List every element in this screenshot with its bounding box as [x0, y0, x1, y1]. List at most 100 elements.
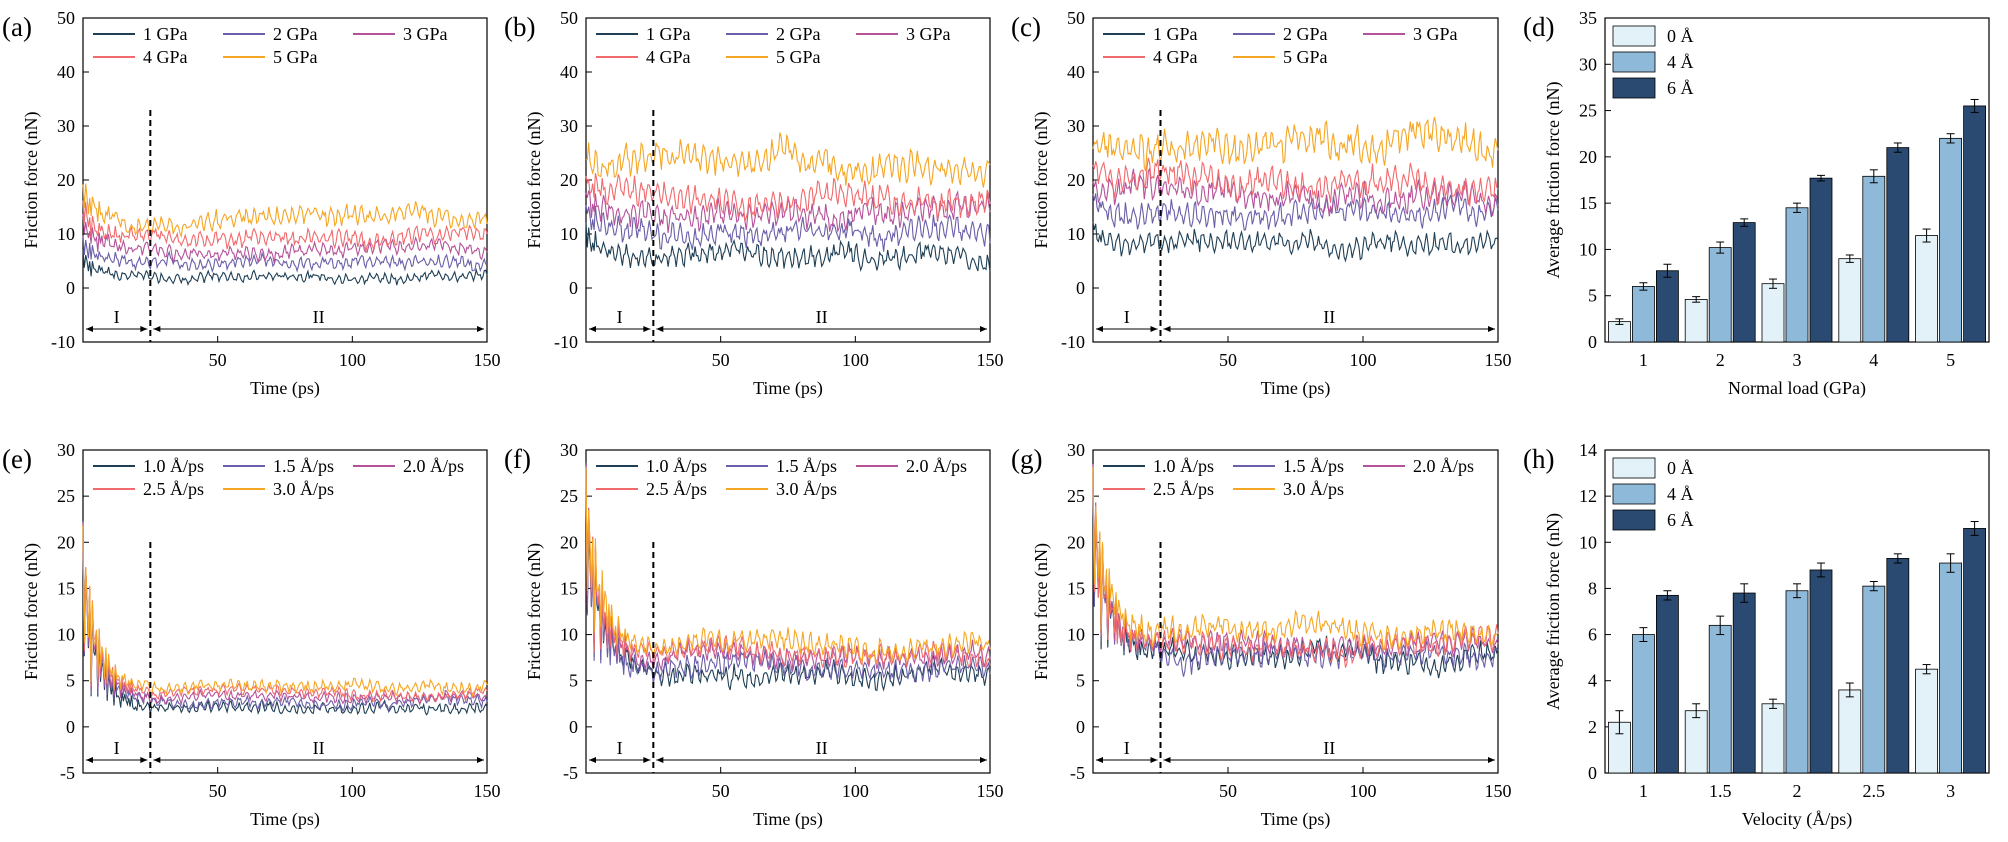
series-line — [82, 183, 488, 239]
panel-c: (c) -10 0 10 20 30 40 50 Friction force (nN) Time… — [1011, 8, 1512, 399]
y-tick-label: 0 — [1588, 763, 1597, 783]
bar — [1862, 585, 1886, 774]
y-tick-label: 50 — [1067, 8, 1085, 28]
legend-label: 1 GPa — [1153, 24, 1198, 44]
y-tick-label: 40 — [1067, 62, 1085, 82]
legend-label: 5 GPa — [273, 47, 318, 67]
legend-swatch — [1612, 509, 1656, 531]
arrow-head — [1150, 326, 1158, 332]
y-tick-label: 6 — [1588, 625, 1597, 645]
x-tick-label: 100 — [1350, 350, 1377, 370]
panel-g: (g) -5 0 5 10 15 20 25 30 Friction force (nN) Time… — [1011, 440, 1512, 830]
y-tick-label: 30 — [1579, 54, 1597, 74]
x-tick-label: 100 — [1350, 781, 1377, 801]
y-tick-label: 10 — [1067, 625, 1085, 645]
bar — [1732, 592, 1756, 774]
x-tick-label: 150 — [977, 350, 1004, 370]
bar — [1708, 247, 1732, 343]
legend-label: 1.0 Å/ps — [143, 456, 204, 476]
x-tick-label: 2 — [1716, 350, 1725, 370]
arrow-head — [1096, 757, 1103, 763]
panel-label: (h) — [1523, 444, 1554, 474]
bar — [1656, 594, 1679, 774]
y-tick-label: 15 — [1067, 578, 1085, 598]
y-axis-label: Friction force (nN) — [524, 112, 545, 249]
y-tick-label: 20 — [57, 532, 75, 552]
y-tick-label: 12 — [1579, 486, 1597, 506]
x-axis-label: Velocity (Å/ps) — [1742, 809, 1852, 830]
legend-label: 1 GPa — [143, 24, 188, 44]
y-axis-label: Average friction force (nN) — [1543, 81, 1564, 278]
y-tick-label: 0 — [1076, 717, 1085, 737]
bar — [1915, 668, 1938, 774]
x-tick-label: 150 — [1485, 350, 1512, 370]
series-line — [82, 249, 488, 286]
y-tick-label: 10 — [1579, 532, 1597, 552]
y-tick-label: 15 — [560, 578, 578, 598]
legend-label: 1.5 Å/ps — [273, 456, 334, 476]
y-tick-label: 20 — [1067, 170, 1085, 190]
bar — [1939, 137, 1962, 343]
y-tick-label: -10 — [1061, 332, 1085, 352]
y-tick-label: -5 — [563, 763, 578, 783]
y-tick-label: 5 — [66, 671, 75, 691]
y-tick-label: 0 — [569, 278, 578, 298]
legend-label: 3.0 Å/ps — [273, 479, 334, 499]
legend-label: 1 GPa — [646, 24, 691, 44]
y-tick-label: 20 — [560, 170, 578, 190]
bar — [1632, 286, 1655, 343]
series-line — [585, 222, 991, 272]
y-tick-label: 0 — [66, 278, 75, 298]
legend-label: 2.5 Å/ps — [1153, 479, 1214, 499]
y-tick-label: 10 — [1067, 224, 1085, 244]
x-tick-label: 150 — [474, 350, 501, 370]
legend-label: 3.0 Å/ps — [1283, 479, 1344, 499]
series-line — [585, 467, 991, 669]
panel-label: (d) — [1523, 12, 1554, 42]
bar — [1656, 270, 1679, 343]
region-label: II — [816, 738, 828, 758]
y-tick-label: 10 — [57, 224, 75, 244]
panel-label: (f) — [504, 444, 531, 474]
series-line — [585, 172, 991, 222]
series-line — [585, 132, 991, 188]
y-tick-label: 25 — [560, 486, 578, 506]
legend-label: 2.0 Å/ps — [403, 456, 464, 476]
legend-label: 4 GPa — [646, 47, 691, 67]
series-line — [1092, 116, 1499, 172]
bar — [1939, 562, 1962, 774]
y-tick-label: 10 — [560, 625, 578, 645]
arrow-head — [1150, 757, 1158, 763]
bar — [1684, 710, 1708, 774]
series-line — [82, 200, 488, 253]
y-tick-label: 20 — [1579, 147, 1597, 167]
x-tick-label: 3 — [1793, 350, 1802, 370]
x-tick-label: 50 — [209, 781, 227, 801]
y-tick-label: 8 — [1588, 578, 1597, 598]
y-tick-label: 15 — [1579, 193, 1597, 213]
panel-label: (g) — [1011, 444, 1042, 474]
arrow-head — [1163, 757, 1171, 763]
y-tick-label: 25 — [1579, 101, 1597, 121]
arrow-head — [1096, 326, 1103, 332]
series-line — [1092, 190, 1499, 231]
panel-label: (c) — [1011, 12, 1041, 42]
x-tick-label: 4 — [1869, 350, 1878, 370]
legend-label: 5 GPa — [776, 47, 821, 67]
y-tick-label: 30 — [1067, 116, 1085, 136]
arrow-head — [140, 326, 148, 332]
bar — [1862, 175, 1886, 343]
legend-label: 0 Å — [1667, 26, 1694, 46]
bar — [1761, 703, 1785, 774]
y-tick-label: 0 — [1076, 278, 1085, 298]
region-label: I — [1124, 738, 1130, 758]
x-tick-label: 50 — [1219, 350, 1237, 370]
arrow-head — [643, 757, 651, 763]
y-tick-label: 14 — [1579, 440, 1597, 460]
region-label: I — [617, 307, 623, 327]
legend-label: 5 GPa — [1283, 47, 1328, 67]
legend-label: 2.5 Å/ps — [143, 479, 204, 499]
y-tick-label: 30 — [560, 116, 578, 136]
panel-f: (f) -5 0 5 10 15 20 25 30 Friction force (nN) Time… — [504, 440, 1004, 830]
x-tick-label: 3 — [1946, 781, 1955, 801]
